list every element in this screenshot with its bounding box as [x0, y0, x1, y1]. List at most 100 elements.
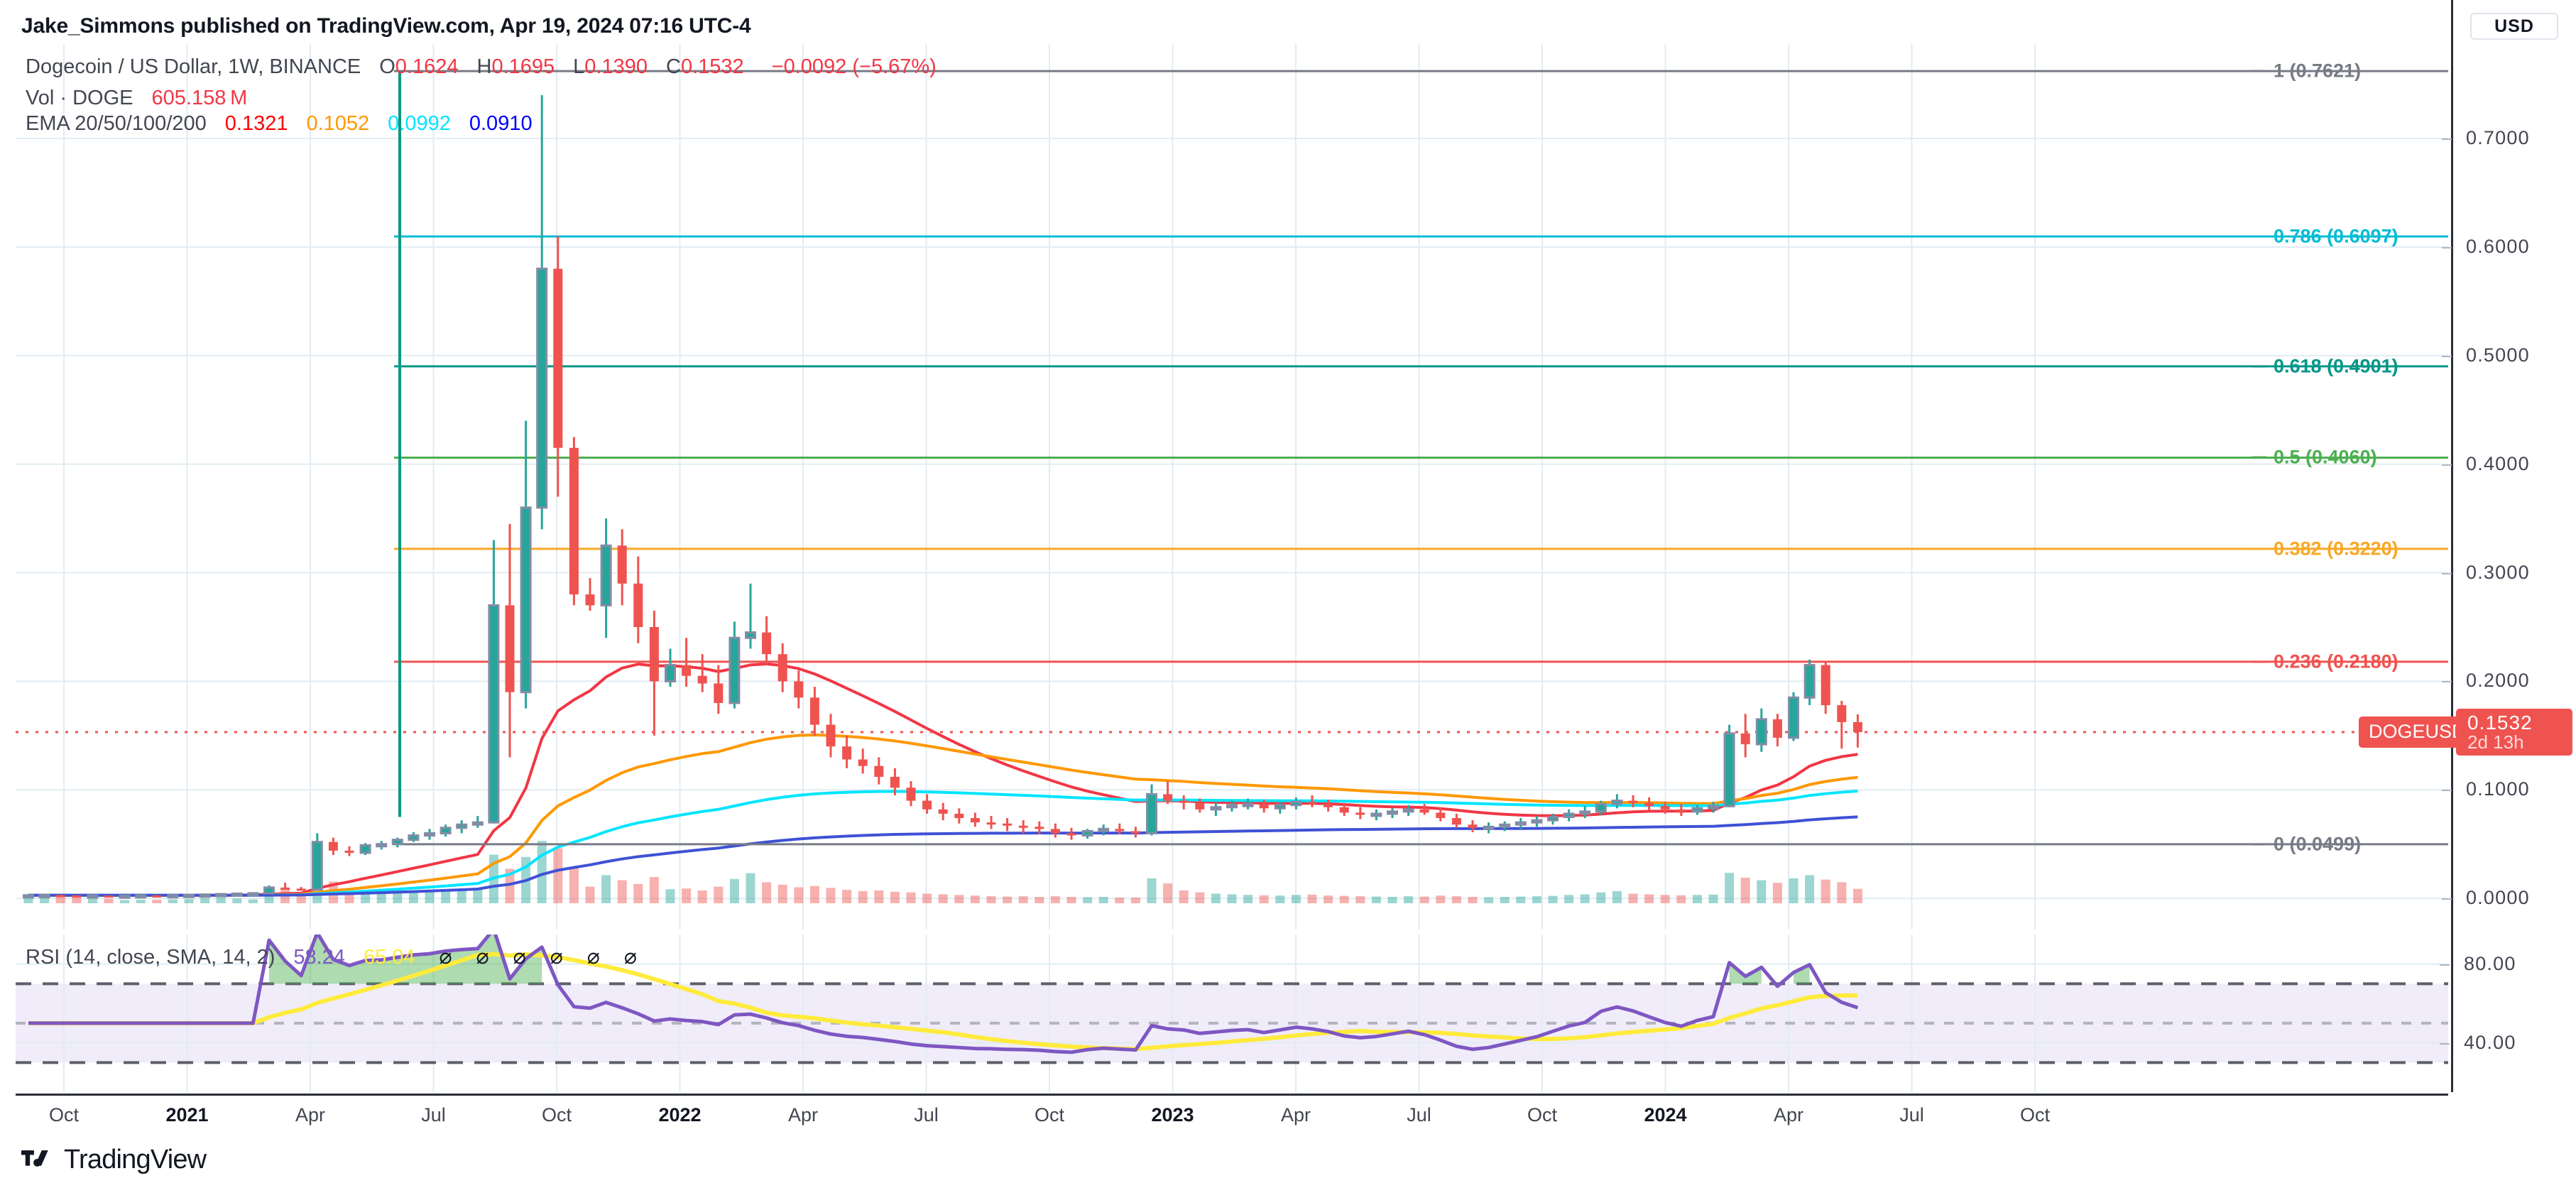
- rsi-axis[interactable]: 80.00 40.00: [2440, 934, 2576, 1092]
- price-tick-0.1000: 0.1000: [2466, 778, 2530, 800]
- fib-label-dash-0: [2252, 843, 2266, 846]
- ohlc-open-label: O: [379, 55, 395, 78]
- time-tick-Jul: Jul: [1407, 1104, 1431, 1126]
- rsi-tick-80.00: 80.00: [2464, 952, 2516, 974]
- currency-badge[interactable]: USD: [2470, 13, 2558, 40]
- fib-label-dash-0.618: [2252, 365, 2266, 368]
- attribution-text: Jake_Simmons published on TradingView.co…: [21, 14, 751, 38]
- volume-value: 605.158 M: [151, 87, 248, 109]
- last-price-value: 0.1532: [2467, 711, 2533, 734]
- time-tick-2021: 2021: [165, 1104, 209, 1126]
- rsi-tick-mark: [2440, 964, 2450, 966]
- time-tick-2024: 2024: [1644, 1104, 1687, 1126]
- time-tick-Oct: Oct: [1034, 1104, 1065, 1126]
- fib-label-dash-1: [2252, 70, 2266, 72]
- price-tick-0.0000: 0.0000: [2466, 887, 2530, 909]
- ema-20-line: [28, 662, 1858, 897]
- tradingview-mark-icon: [21, 1150, 48, 1167]
- price-tick-mark: [2442, 572, 2452, 574]
- rsi-chart-canvas: [16, 934, 2448, 1092]
- rsi-tick-mark: [2440, 1042, 2450, 1045]
- ema-title: EMA 20/50/100/200: [26, 112, 207, 135]
- time-tick-Jul: Jul: [1899, 1104, 1924, 1126]
- fib-label-0.786: 0.786 (0.6097): [2274, 225, 2398, 247]
- fib-label-0.382: 0.382 (0.3220): [2274, 538, 2398, 560]
- ohlc-low-label: L: [573, 55, 585, 78]
- bar-countdown: 2d 13h: [2467, 731, 2524, 753]
- price-tick-0.5000: 0.5000: [2466, 344, 2530, 366]
- ema-50-line: [28, 733, 1858, 897]
- time-tick-2022: 2022: [658, 1104, 702, 1126]
- rsi-empty-values: ⌀ ⌀ ⌀ ⌀ ⌀ ⌀: [415, 945, 637, 969]
- price-change-value: −0.0092 (−5.67%): [771, 55, 937, 78]
- time-axis[interactable]: Oct 2021 Apr Jul Oct 2022 Apr Jul Oct 2023 Apr Jul O…: [16, 1094, 2448, 1133]
- ohlc-close-value: 0.1532: [680, 55, 744, 78]
- fib-label-0.236: 0.236 (0.2180): [2274, 650, 2398, 672]
- ema-50-value: 0.1052: [306, 112, 370, 135]
- fib-label-dash-0.5: [2252, 456, 2266, 459]
- fib-label-dash-0.236: [2252, 660, 2266, 663]
- rsi-sma-value: 65.04: [363, 946, 415, 969]
- rsi-empty-glyph: ⌀: [586, 945, 600, 969]
- price-tick-mark: [2442, 246, 2452, 249]
- time-tick-Oct: Oct: [541, 1104, 572, 1126]
- price-tick-0.6000: 0.6000: [2466, 235, 2530, 257]
- price-axis[interactable]: USD 0.7000 0.6000 0.5000 0.4000 0.3000 0.2000…: [2442, 0, 2576, 1092]
- volume-legend[interactable]: Vol · DOGE 605.158 M: [26, 87, 247, 110]
- price-tick-0.2000: 0.2000: [2466, 670, 2530, 692]
- volume-title: Vol · DOGE: [26, 87, 133, 109]
- ema-200-value: 0.0910: [469, 112, 533, 135]
- rsi-tick-40.00: 40.00: [2464, 1031, 2516, 1053]
- fib-label-0.5: 0.5 (0.4060): [2274, 446, 2377, 468]
- fib-label-1: 1 (0.7621): [2274, 60, 2362, 82]
- rsi-empty-glyph: ⌀: [476, 945, 489, 969]
- price-tick-0.7000: 0.7000: [2466, 127, 2530, 148]
- ohlc-high-label: H: [476, 55, 492, 78]
- time-tick-Oct: Oct: [2019, 1104, 2051, 1126]
- price-tick-0.3000: 0.3000: [2466, 561, 2530, 583]
- price-tick-mark: [2442, 464, 2452, 466]
- fib-label-dash-0.786: [2252, 235, 2266, 238]
- tradingview-wordmark: TradingView: [64, 1145, 207, 1175]
- rsi-overbought-fill: [269, 934, 1810, 984]
- symbol-legend[interactable]: Dogecoin / US Dollar, 1W, BINANCE O0.1624…: [26, 55, 937, 79]
- fib-label-dash-0.382: [2252, 547, 2266, 550]
- fib-label-0.618: 0.618 (0.4901): [2274, 355, 2398, 377]
- time-tick-Oct: Oct: [1527, 1104, 1558, 1126]
- rsi-empty-glyph: ⌀: [513, 945, 526, 969]
- time-tick-2023: 2023: [1151, 1104, 1194, 1126]
- ema-legend[interactable]: EMA 20/50/100/200 0.1321 0.1052 0.0992 0.091…: [26, 112, 533, 136]
- rsi-title: RSI (14, close, SMA, 14, 2): [26, 946, 275, 969]
- fib-label-0: 0 (0.0499): [2274, 833, 2362, 855]
- time-tick-Apr: Apr: [1773, 1104, 1804, 1126]
- ohlc-low-value: 0.1390: [584, 55, 648, 78]
- price-grid: [16, 44, 2448, 929]
- symbol-title: Dogecoin / US Dollar, 1W, BINANCE: [26, 55, 361, 78]
- ohlc-close-label: C: [666, 55, 681, 78]
- candlestick-series: [23, 94, 1862, 899]
- ema-200-line: [28, 815, 1858, 897]
- price-tick-mark: [2442, 681, 2452, 683]
- rsi-empty-glyph: ⌀: [439, 945, 452, 969]
- ohlc-open-value: 0.1624: [395, 55, 459, 78]
- ema-20-value: 0.1321: [224, 112, 288, 135]
- price-tick-mark: [2442, 898, 2452, 900]
- rsi-empty-glyph: ⌀: [623, 945, 637, 969]
- ema-100-value: 0.0992: [388, 112, 451, 135]
- rsi-sma-line: [28, 952, 1858, 1052]
- time-tick-Jul: Jul: [914, 1104, 939, 1126]
- price-chart-pane[interactable]: [16, 44, 2448, 929]
- time-tick-Apr: Apr: [787, 1104, 819, 1126]
- rsi-legend[interactable]: RSI (14, close, SMA, 14, 2) 58.24 65.04 ⌀ ⌀ ⌀…: [26, 944, 637, 969]
- price-tick-mark: [2442, 790, 2452, 792]
- time-tick-Jul: Jul: [421, 1104, 446, 1126]
- ohlc-high-value: 0.1695: [491, 55, 555, 78]
- rsi-value: 58.24: [293, 946, 345, 969]
- price-tick-mark: [2442, 355, 2452, 357]
- rsi-indicator-pane[interactable]: [16, 934, 2448, 1092]
- last-price-tag: 0.1532 2d 13h: [2456, 708, 2572, 756]
- rsi-line: [28, 934, 1859, 1055]
- time-tick-Apr: Apr: [1280, 1104, 1311, 1126]
- time-tick-Apr: Apr: [295, 1104, 326, 1126]
